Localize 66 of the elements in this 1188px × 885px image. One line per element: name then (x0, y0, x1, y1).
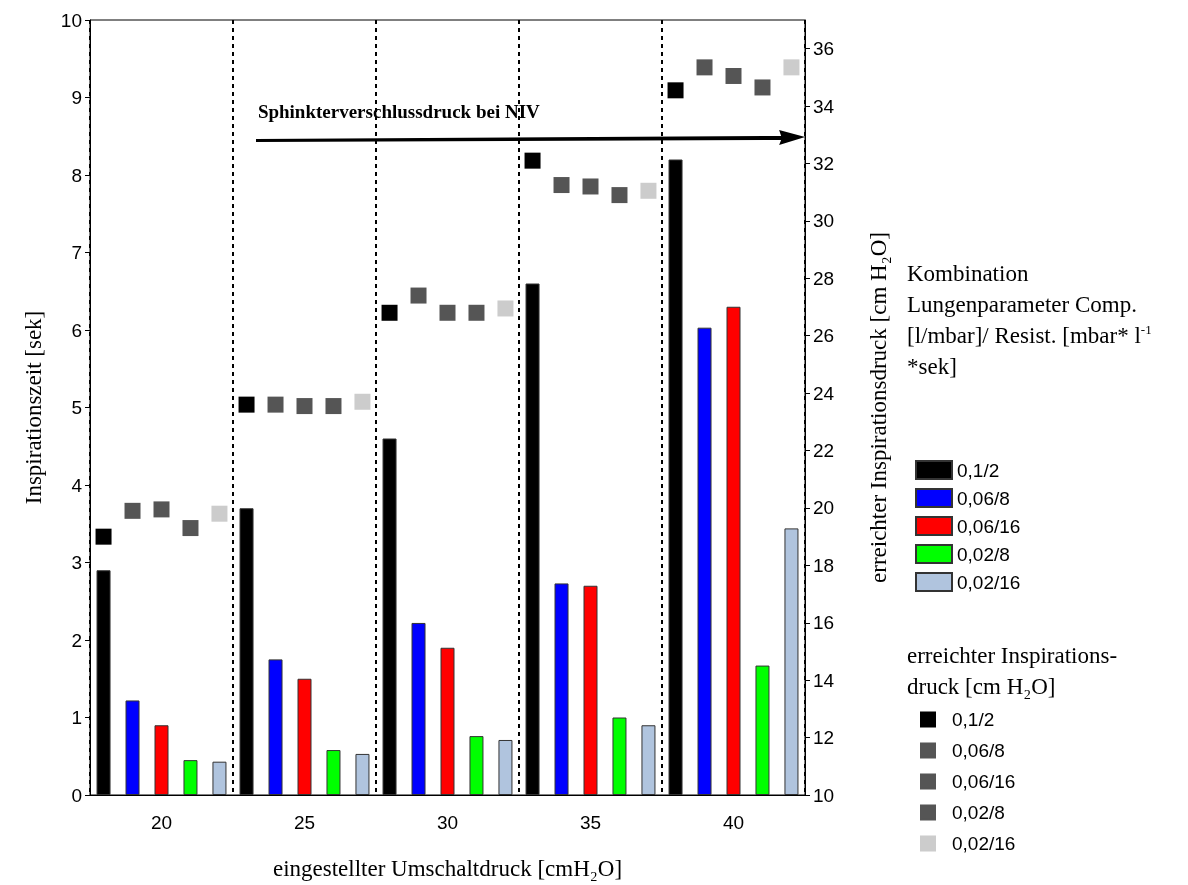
legend-label: 0,06/8 (957, 487, 1010, 509)
y-tick-label: 10 (60, 9, 82, 31)
y2-tick-label: 26 (813, 325, 835, 347)
y2-tick-label: 10 (813, 784, 835, 806)
y2-tick-label: 14 (813, 669, 835, 691)
legend-label: 0,06/16 (952, 771, 1016, 792)
bar (411, 622, 426, 795)
x-tick-label: 25 (293, 812, 316, 833)
y-tick-label: 1 (71, 707, 82, 728)
bar (154, 725, 169, 795)
y2-tick-label: 36 (813, 38, 835, 60)
bar (612, 717, 627, 795)
y-tick-label: 7 (71, 242, 82, 263)
bar (554, 583, 569, 795)
bar (469, 736, 484, 795)
legend-label: 0,06/16 (957, 515, 1021, 537)
bar (440, 647, 455, 795)
legend-label: 0,02/16 (957, 571, 1021, 593)
legend-label: 0,06/8 (952, 740, 1005, 761)
y-tick-label: 5 (71, 397, 82, 418)
y-tick-label: 9 (71, 87, 82, 108)
legend-label: 0,02/16 (952, 833, 1016, 854)
legend-label: 0,02/8 (952, 802, 1005, 823)
annotation: Sphinkterverschlussdruck bei NIV (257, 99, 540, 124)
y2-tick-label: 18 (813, 554, 835, 576)
y-tick-label: 0 (71, 784, 82, 806)
y2-tick-label: 16 (813, 612, 835, 634)
x-axis-title: eingestellter Umschaltdruck [cmH₂O] (272, 856, 623, 881)
y2-tick-label: 34 (813, 95, 835, 117)
text: Kombination Lungenparameter Comp. [l/mbar]/ Resist. [mbar* l$^{-1}$ *sek] (907, 261, 1152, 379)
y-tick-label: 4 (71, 474, 83, 496)
y2-tick-label: 12 (813, 727, 835, 749)
bar (297, 678, 312, 795)
x-tick-label: 30 (436, 812, 459, 833)
bar (212, 761, 227, 795)
bar (784, 528, 799, 795)
bar (355, 753, 370, 795)
y-tick-label: 3 (71, 552, 82, 573)
x-tick-label: 40 (722, 812, 745, 833)
bar (583, 585, 598, 795)
y2-tick-label: 22 (813, 440, 835, 462)
y2-tick-label: 24 (813, 382, 835, 404)
y2-axis-title: erreichter Inspirationsdruck [cm H₂O] (866, 232, 891, 583)
y-axis-title: Inspirationszeit [sek] (21, 310, 46, 505)
legend-label: 0,02/8 (957, 543, 1010, 565)
x-tick-label: 20 (150, 812, 173, 833)
bar (726, 306, 741, 795)
y2-tick-label: 28 (813, 267, 835, 289)
y2-tick-label: 32 (813, 153, 835, 175)
y-tick-label: 2 (71, 629, 82, 651)
legend-label: 0,1/2 (952, 709, 995, 730)
x-tick-label: 35 (579, 812, 602, 833)
bar (183, 760, 198, 795)
bar (755, 665, 770, 795)
y-tick-label: 6 (71, 319, 82, 341)
y-tick-label: 8 (71, 164, 82, 186)
bar (498, 739, 513, 795)
y2-tick-label: 20 (813, 497, 835, 519)
bar (641, 725, 656, 795)
bar (326, 750, 341, 795)
bar (697, 327, 712, 795)
y2-tick-label: 30 (813, 210, 835, 232)
bar (125, 700, 140, 795)
bar (268, 659, 283, 795)
text: erreichter Inspirations-druck [cm H₂O] (907, 642, 1119, 701)
legend-label: 0,1/2 (957, 459, 1000, 481)
